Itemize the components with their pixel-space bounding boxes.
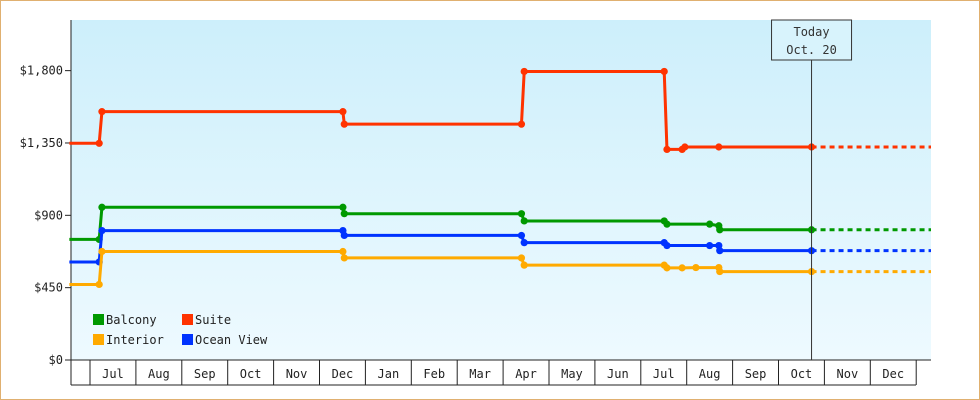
x-tick-label: Nov [837, 367, 859, 381]
data-point [520, 239, 528, 247]
data-point [663, 264, 671, 272]
data-point [339, 203, 347, 211]
data-point [681, 143, 689, 151]
data-point [339, 247, 347, 256]
data-point [517, 231, 526, 240]
data-point [520, 67, 528, 76]
x-tick-label: Aug [699, 367, 721, 381]
legend-swatch [93, 334, 104, 345]
data-point [715, 143, 723, 151]
y-tick-label: $1,800 [20, 64, 63, 78]
today-box [771, 19, 853, 61]
legend: Balcony Suite Interior Ocean View [93, 313, 268, 347]
x-tick-label: Nov [286, 367, 308, 381]
legend-item: Suite [182, 313, 231, 327]
data-point [520, 217, 528, 225]
x-tick-label: Feb [423, 367, 445, 381]
legend-label: Balcony [106, 313, 157, 327]
x-tick-label: May [561, 367, 583, 381]
legend-swatch [93, 314, 104, 325]
data-point [517, 210, 526, 218]
x-tick-label: Mar [469, 367, 491, 381]
x-tick-label: Apr [515, 367, 537, 381]
data-point [95, 280, 103, 289]
data-point [98, 226, 106, 235]
data-point [98, 108, 106, 116]
data-point [692, 263, 700, 272]
x-tick-label: Jan [378, 367, 400, 381]
plot-background [71, 20, 931, 360]
data-point [663, 241, 671, 250]
series-balcony [69, 203, 931, 244]
data-point [678, 264, 686, 272]
data-point [95, 139, 103, 147]
x-tick-label: Dec [882, 367, 904, 381]
x-tick-label: Sep [194, 367, 216, 381]
y-axis: $0 $450 $900 $1,350 $1,800 [20, 20, 72, 367]
data-point [716, 247, 724, 255]
today-label: Today [793, 25, 829, 39]
x-tick-label: Sep [745, 367, 767, 381]
data-point [716, 267, 724, 276]
today-marker: Today Oct. 20 [771, 19, 853, 360]
data-point [339, 108, 347, 116]
data-point [340, 254, 348, 262]
x-tick-label: Jul [102, 367, 124, 381]
data-point [98, 247, 106, 256]
data-point [517, 254, 526, 262]
data-point [340, 120, 348, 128]
x-tick-label: Oct [791, 367, 813, 381]
legend-label: Interior [106, 333, 164, 347]
y-tick-label: $900 [34, 208, 63, 222]
x-tick-label: Aug [148, 367, 170, 381]
x-tick-label: Oct [240, 367, 262, 381]
legend-item: Ocean View [182, 333, 268, 347]
legend-label: Suite [195, 313, 231, 327]
data-point [660, 67, 668, 76]
x-axis: Jul Aug Sep Oct Nov Dec Jan Feb Mar Apr May Jun Jul A… [70, 359, 931, 386]
series-ocean-view [69, 226, 931, 266]
y-tick-label: $450 [34, 281, 63, 295]
legend-item: Interior [93, 333, 164, 347]
y-tick-label: $1,350 [20, 136, 63, 150]
data-point [520, 261, 528, 269]
y-tick-label: $0 [49, 353, 63, 367]
today-date: Oct. 20 [786, 43, 837, 57]
series-suite [69, 67, 931, 154]
data-point [340, 210, 348, 218]
data-point [706, 241, 714, 250]
data-point [98, 203, 106, 211]
data-point [663, 220, 671, 228]
data-point [716, 226, 724, 234]
data-point [663, 145, 671, 154]
legend-label: Ocean View [195, 333, 268, 347]
legend-swatch [182, 334, 193, 345]
legend-item: Balcony [93, 313, 157, 327]
x-tick-label: Jul [653, 367, 675, 381]
data-point [517, 120, 526, 128]
x-tick-label: Dec [332, 367, 354, 381]
data-point [706, 220, 714, 228]
x-tick-label: Jun [607, 367, 629, 381]
data-point [340, 231, 348, 240]
legend-swatch [182, 314, 193, 325]
series-line [69, 249, 812, 286]
